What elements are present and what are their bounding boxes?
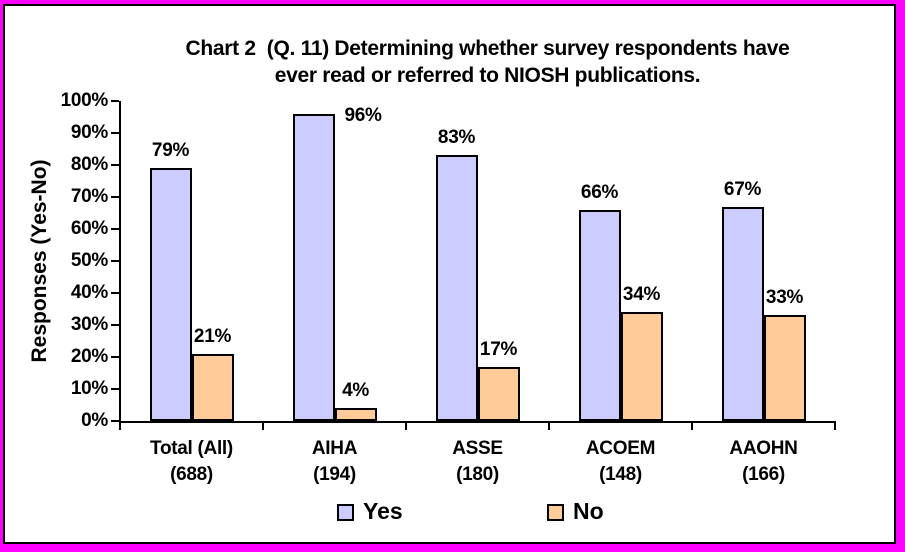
bar-yes-acoem (578, 210, 621, 421)
legend-item-no: No (547, 498, 604, 524)
legend-label-yes: Yes (363, 498, 403, 524)
y-tick-label-90: 90% (70, 122, 108, 143)
x-tick-3 (548, 421, 550, 430)
bar-yes-asse (435, 155, 478, 421)
y-tick-10 (111, 388, 119, 390)
data-label-yes-asse: 83% (437, 127, 476, 148)
x-category-label-asse: ASSE (180) (452, 438, 503, 485)
legend-swatch-no (547, 503, 564, 521)
chart-title-line-2: ever read or referred to NIOSH publicati… (274, 64, 701, 87)
data-label-no-acoem: 34% (622, 284, 661, 305)
chart-title-line-1: Chart 2 (Q. 11) Determining whether surv… (185, 37, 790, 60)
y-tick-label-100: 100% (60, 90, 109, 111)
y-tick-0 (111, 420, 119, 422)
legend-label-no: No (573, 498, 604, 524)
legend-item-yes: Yes (337, 498, 403, 524)
y-tick-100 (111, 100, 119, 102)
y-tick-20 (111, 356, 119, 358)
bar-yes-aiha (292, 114, 335, 421)
y-tick-label-0: 0% (81, 410, 108, 431)
x-category-label-aaohn: AAOHN (166) (729, 438, 798, 485)
data-label-yes-acoem: 66% (580, 182, 619, 203)
y-tick-label-20: 20% (70, 346, 108, 367)
y-axis-line (119, 101, 121, 423)
y-tick-label-60: 60% (70, 218, 108, 239)
bar-no-aiha (334, 408, 377, 421)
data-label-no-aaohn: 33% (765, 287, 804, 308)
y-tick-label-10: 10% (70, 378, 108, 399)
bar-no-aaohn (763, 315, 806, 421)
legend-swatch-yes (337, 503, 354, 521)
y-tick-label-80: 80% (70, 154, 108, 175)
bar-no-asse (477, 367, 520, 421)
y-tick-40 (111, 292, 119, 294)
y-tick-80 (111, 164, 119, 166)
y-tick-30 (111, 324, 119, 326)
bar-no-acoem (620, 312, 663, 421)
x-category-label-aiha: AIHA (194) (311, 438, 358, 485)
data-label-no-asse: 17% (479, 339, 518, 360)
y-tick-label-50: 50% (70, 250, 108, 271)
x-tick-0 (119, 421, 121, 430)
x-axis-line (119, 421, 836, 423)
data-label-no-aiha: 4% (342, 380, 369, 401)
x-tick-1 (262, 421, 264, 430)
bar-yes-total-all (149, 168, 192, 421)
data-label-yes-total-all: 79% (151, 140, 190, 161)
y-tick-50 (111, 260, 119, 262)
bar-no-total-all (191, 354, 234, 421)
bar-yes-aaohn (721, 207, 764, 421)
x-category-label-total-all: Total (All) (688) (150, 438, 233, 485)
data-label-yes-aiha: 96% (344, 105, 382, 126)
x-tick-2 (405, 421, 407, 430)
y-tick-label-40: 40% (70, 282, 108, 303)
y-tick-60 (111, 228, 119, 230)
data-label-yes-aaohn: 67% (723, 179, 762, 200)
y-tick-70 (111, 196, 119, 198)
y-tick-label-30: 30% (70, 314, 108, 335)
x-category-label-acoem: ACOEM (148) (585, 438, 656, 485)
x-tick-5 (834, 421, 836, 430)
y-tick-90 (111, 132, 119, 134)
data-label-no-total-all: 21% (193, 326, 232, 347)
x-tick-4 (691, 421, 693, 430)
y-tick-label-70: 70% (70, 186, 108, 207)
